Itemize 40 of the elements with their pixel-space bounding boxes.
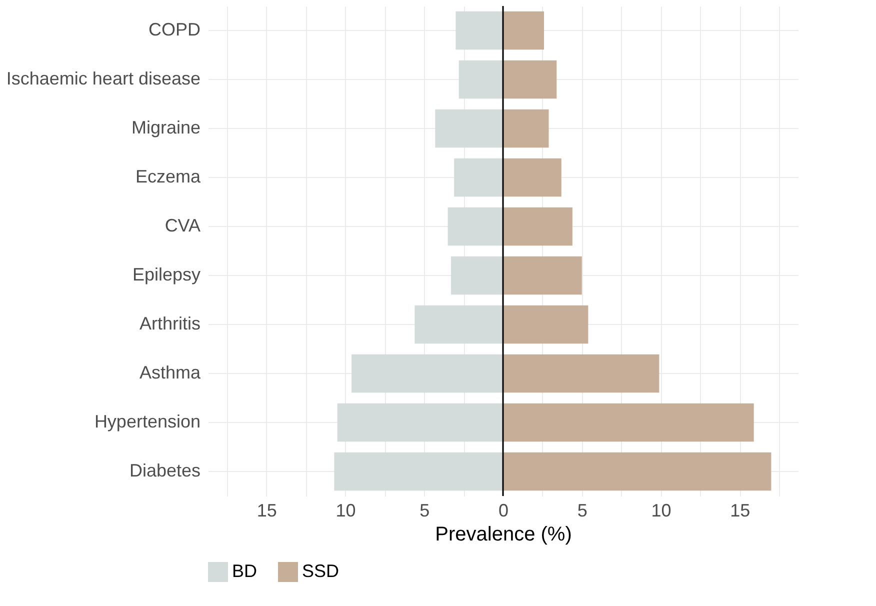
bar: [503, 11, 544, 50]
bar: [456, 11, 503, 50]
bar: [352, 354, 503, 393]
x-tick-label: 15: [256, 500, 277, 520]
y-tick-label: Diabetes: [129, 460, 200, 480]
y-tick-label: CVA: [164, 216, 200, 236]
x-tick-label: 10: [336, 500, 356, 520]
x-tick-label: 5: [420, 500, 430, 520]
x-axis-title: Prevalence (%): [435, 524, 572, 546]
bar: [503, 60, 557, 99]
y-tick-label: Hypertension: [94, 412, 200, 432]
bar: [503, 256, 582, 295]
y-tick-label: Ischaemic heart disease: [6, 68, 200, 88]
bar: [450, 256, 503, 295]
bar: [503, 109, 549, 148]
y-tick-label: Arthritis: [139, 314, 200, 334]
x-tick-label: 0: [498, 500, 509, 520]
bar: [448, 207, 503, 246]
bar: [334, 452, 503, 491]
y-tick-label: Migraine: [131, 118, 200, 138]
y-tick-label: Epilepsy: [132, 264, 200, 284]
bar: [454, 158, 503, 197]
bar: [503, 452, 772, 491]
bar: [414, 305, 503, 344]
x-tick-label: 10: [651, 500, 672, 520]
bar: [435, 109, 503, 148]
bar: [337, 403, 503, 442]
y-tick-label: Asthma: [139, 362, 202, 382]
bar: [503, 158, 562, 197]
x-tick-label: 5: [577, 500, 588, 520]
y-tick-label: Eczema: [135, 166, 202, 186]
legend-label: SSD: [302, 561, 340, 581]
x-tick-label: 15: [730, 500, 750, 520]
bar: [458, 60, 503, 99]
y-tick-label: COPD: [148, 20, 200, 40]
bar: [503, 305, 588, 344]
legend-label: BD: [232, 561, 258, 581]
bar: [503, 354, 660, 393]
bar: [503, 403, 754, 442]
bar: [503, 207, 572, 246]
